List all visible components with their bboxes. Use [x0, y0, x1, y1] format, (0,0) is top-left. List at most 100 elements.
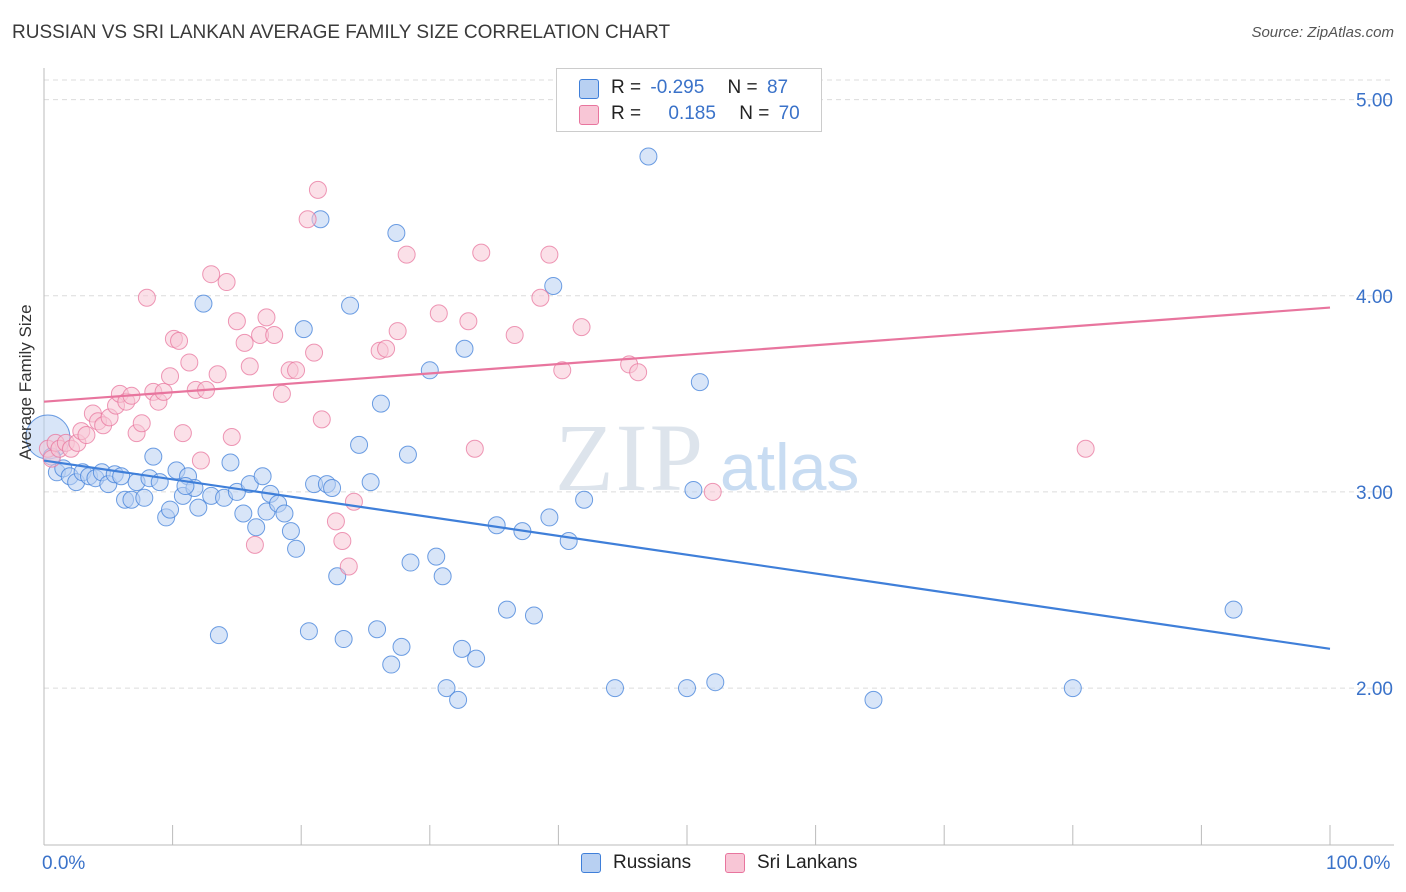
sri-lankan-point [339, 557, 358, 576]
sri-lankan-point [173, 424, 192, 443]
russian-point [144, 447, 163, 466]
sri-lankan-point [257, 308, 276, 327]
y-tick-label-5: 5.00 [1356, 91, 1393, 112]
chart-title: RUSSIAN VS SRI LANKAN AVERAGE FAMILY SIZ… [12, 22, 671, 43]
russian-point [420, 361, 439, 380]
russian-point [334, 630, 353, 649]
sri-lankan-point [202, 265, 221, 284]
sri-lankan-point [137, 288, 156, 307]
russian-point [194, 294, 213, 313]
russian-point [524, 606, 543, 625]
russian-point [678, 679, 696, 698]
sri-lankan-point [629, 363, 648, 382]
sri-lankan-point [222, 428, 241, 446]
sri-lankan-point [132, 414, 151, 433]
russian-point [382, 655, 401, 674]
sri-lankan-point [377, 339, 396, 358]
y-tick-label-4: 4.00 [1356, 287, 1393, 308]
sri-lankan-point [326, 512, 345, 531]
source-credit: Source: ZipAtlas.com [1251, 24, 1394, 41]
russian-point [455, 339, 474, 358]
sri-lankan-point [161, 367, 180, 386]
legend-text-sri-lankans: R = 0.185 N = 70 [611, 103, 800, 124]
sri-lankan-point [703, 482, 722, 501]
sri-lankans-n-value: 70 [778, 103, 800, 124]
russian-point [294, 320, 313, 339]
russian-point [247, 518, 266, 537]
sri-lankan-point [531, 288, 550, 307]
russian-point [575, 490, 594, 509]
sri-lankan-point [227, 312, 246, 331]
russians-legend-label: Russians [613, 852, 692, 873]
russian-point [1063, 679, 1082, 698]
russian-point [371, 394, 390, 413]
sri-lankan-point [240, 357, 259, 376]
russian-point [559, 531, 578, 550]
russian-point [135, 488, 154, 507]
axes [43, 68, 1394, 846]
data-points [25, 147, 1243, 709]
russian-point [392, 637, 411, 656]
russian-point [287, 539, 306, 558]
sri-lankan-point [429, 304, 448, 323]
sri-lankan-point [217, 273, 236, 292]
sri-lankan-point [397, 245, 416, 264]
russian-point [398, 445, 417, 464]
sri-lankan-point [553, 361, 572, 380]
sri-lankan-point [265, 326, 284, 344]
russian-point [401, 553, 420, 572]
russian-point [706, 673, 725, 692]
russian-point [161, 500, 180, 519]
sri-lankan-point [465, 439, 484, 458]
sri-lankans-legend-label: Sri Lankans [757, 852, 858, 873]
russian-point [684, 480, 703, 499]
russian-point [1224, 600, 1243, 619]
sri-lankan-point [272, 384, 291, 403]
sri-lankans-swatch [579, 105, 599, 125]
sri-lankan-point [305, 343, 324, 362]
russian-point [427, 547, 446, 566]
russians-swatch [579, 79, 599, 99]
russian-point [253, 467, 272, 486]
sri-lankan-point [245, 535, 264, 554]
y-tick-label-2: 2.00 [1356, 679, 1393, 700]
sri-lankan-point [308, 180, 327, 199]
russian-point [544, 276, 563, 295]
russian-point [540, 508, 559, 527]
y-tick-labels: 2.00 3.00 4.00 5.00 [1356, 91, 1393, 700]
sri-lankan-point [572, 318, 591, 337]
gridlines [44, 79, 1394, 689]
russian-point [350, 435, 369, 454]
russian-point [275, 504, 294, 523]
russian-point [221, 453, 240, 472]
russian-point [690, 373, 709, 392]
sri-lankan-point [170, 331, 189, 350]
russian-point [497, 600, 516, 619]
sri-lankan-point [333, 531, 352, 550]
sri-lankan-point [191, 451, 210, 470]
x-tick-label-max: 100.0% [1326, 853, 1391, 874]
russian-point [341, 296, 360, 315]
correlation-legend: R = -0.295 N = 87 R = 0.185 N = 70 [556, 68, 822, 132]
sri-lankan-point [287, 361, 306, 380]
russian-point [452, 639, 471, 658]
sri-lankan-point [505, 326, 524, 344]
sri-lankans-trend-line [43, 306, 1331, 403]
russian-point [209, 626, 228, 645]
russians-legend-swatch [581, 853, 601, 873]
russian-point [281, 522, 300, 541]
russian-point [368, 620, 387, 639]
legend-text-russians: R = -0.295 N = 87 [611, 77, 789, 98]
y-tick-label-3: 3.00 [1356, 483, 1393, 504]
russian-point [328, 567, 347, 586]
russian-point [433, 567, 452, 586]
russian-point [639, 147, 658, 166]
watermark-atlas: atlas [720, 430, 859, 504]
sri-lankan-point [472, 243, 491, 262]
sri-lankan-point [298, 210, 317, 229]
russian-point [361, 473, 380, 492]
russian-point [437, 679, 456, 698]
russian-point [323, 479, 342, 497]
x-tick-label-min: 0.0% [42, 853, 86, 874]
